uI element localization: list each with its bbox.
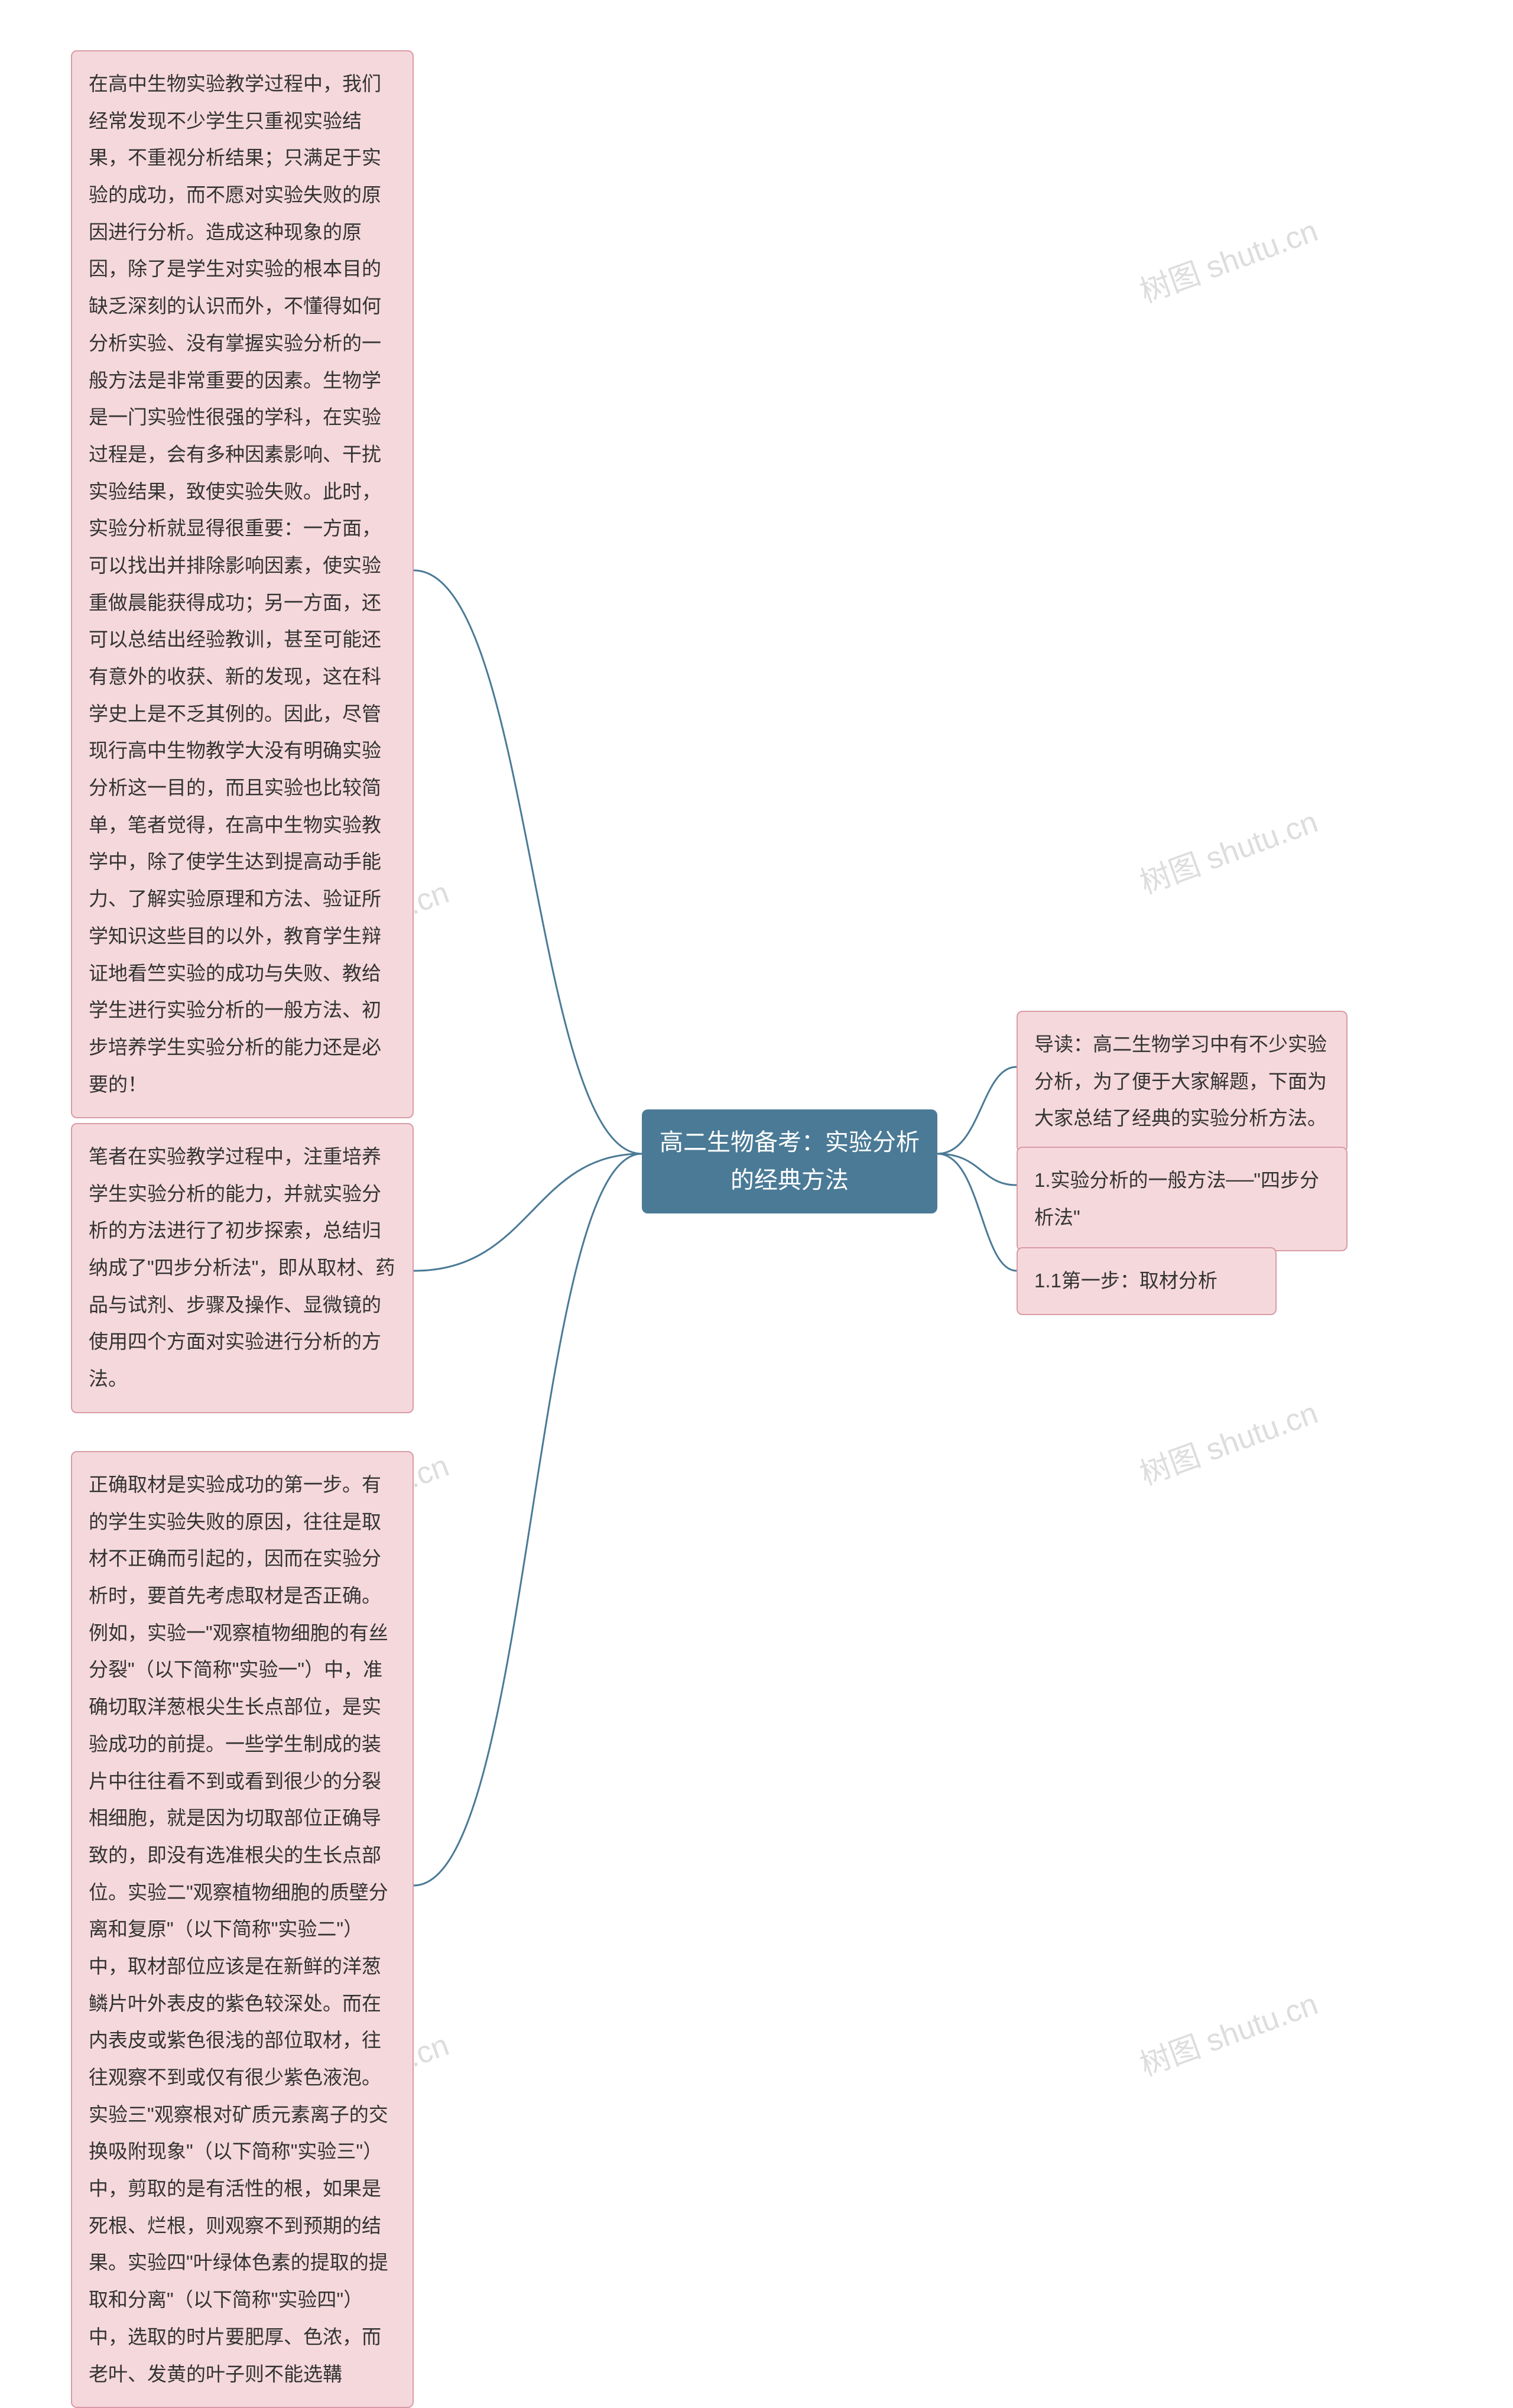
node-para2[interactable]: 笔者在实验教学过程中，注重培养学生实验分析的能力，并就实验分析的方法进行了初步探… [71,1123,414,1413]
watermark: 树图 shutu.cn [1133,1979,1323,2084]
node-para1-text: 在高中生物实验教学过程中，我们经常发现不少学生只重视实验结果，不重视分析结果；只… [89,73,381,1095]
node-para3[interactable]: 正确取材是实验成功的第一步。有的学生实验失败的原因，往往是取材不正确而引起的，因… [71,1451,414,2408]
node-intro-text: 导读：高二生物学习中有不少实验分析，为了便于大家解题，下面为大家总结了经典的实验… [1034,1033,1327,1129]
node-step1[interactable]: 1.1第一步：取材分析 [1017,1247,1277,1315]
node-para2-text: 笔者在实验教学过程中，注重培养学生实验分析的能力，并就实验分析的方法进行了初步探… [89,1145,395,1390]
node-step1-text: 1.1第一步：取材分析 [1034,1270,1217,1291]
node-para1[interactable]: 在高中生物实验教学过程中，我们经常发现不少学生只重视实验结果，不重视分析结果；只… [71,50,414,1118]
center-topic[interactable]: 高二生物备考：实验分析的经典方法 [642,1109,937,1213]
node-para3-text: 正确取材是实验成功的第一步。有的学生实验失败的原因，往往是取材不正确而引起的，因… [89,1474,388,2385]
center-topic-text: 高二生物备考：实验分析的经典方法 [660,1130,920,1193]
watermark: 树图 shutu.cn [1133,1388,1323,1493]
watermark: 树图 shutu.cn [1133,797,1323,902]
node-intro[interactable]: 导读：高二生物学习中有不少实验分析，为了便于大家解题，下面为大家总结了经典的实验… [1017,1011,1348,1153]
watermark: 树图 shutu.cn [1133,206,1323,311]
node-step-method[interactable]: 1.实验分析的一般方法──"四步分析法" [1017,1147,1348,1251]
node-step-method-text: 1.实验分析的一般方法──"四步分析法" [1034,1169,1319,1228]
